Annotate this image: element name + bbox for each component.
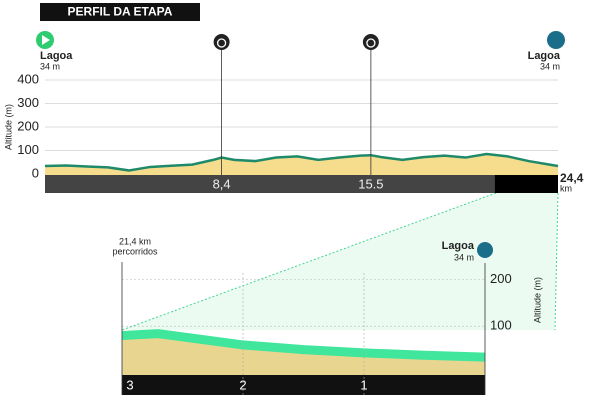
start-altitude: 34 m — [40, 61, 60, 71]
x-tick-label: 2 — [239, 377, 246, 392]
finish-name: Lagoa — [442, 240, 475, 252]
y-tick-label: 0 — [32, 165, 39, 180]
sprint-icon — [213, 34, 230, 50]
x-tick-label: 24,4 — [560, 171, 584, 185]
sprint-icon — [362, 34, 379, 50]
x-tick-label: 3 — [126, 377, 133, 392]
start-name: Lagoa — [40, 50, 73, 62]
y-tick-label: 400 — [17, 71, 39, 86]
distance-band — [45, 175, 558, 193]
altitude-area — [45, 154, 558, 175]
start-icon-play — [42, 35, 50, 45]
distance-band — [122, 375, 485, 395]
sprint-icon-face — [366, 38, 376, 48]
zoom-connector-line — [554, 192, 559, 331]
y-tick-label: 300 — [17, 95, 39, 110]
x-tick-label: 15.5 — [358, 176, 383, 191]
x-axis-label: km — [560, 183, 572, 193]
note: 21,4 km — [119, 236, 151, 246]
finish-altitude: 34 m — [454, 252, 474, 262]
y-tick-label: 100 — [17, 142, 39, 157]
note: percorridos — [112, 246, 158, 256]
y-tick-label: 200 — [17, 118, 39, 133]
y-axis-label: Altitude (m) — [532, 277, 542, 323]
finish-icon — [547, 31, 565, 49]
x-tick-label: 1 — [360, 377, 367, 392]
finish-icon — [477, 242, 493, 258]
zoom-connector — [122, 193, 558, 330]
x-tick-label: 8,4 — [213, 176, 231, 191]
y-tick-label: 200 — [490, 271, 512, 286]
finish-name: Lagoa — [528, 50, 561, 62]
finish-altitude: 34 m — [540, 61, 560, 71]
chart-title: PERFIL DA ETAPA — [68, 5, 173, 19]
y-axis-label: Altitude (m) — [3, 104, 13, 150]
altitude-line — [121, 329, 486, 362]
y-tick-label: 100 — [490, 318, 512, 333]
altitude-line — [44, 152, 559, 172]
title-box — [40, 3, 200, 21]
sprint-icon-face — [216, 38, 227, 48]
final-km-band — [494, 175, 558, 193]
